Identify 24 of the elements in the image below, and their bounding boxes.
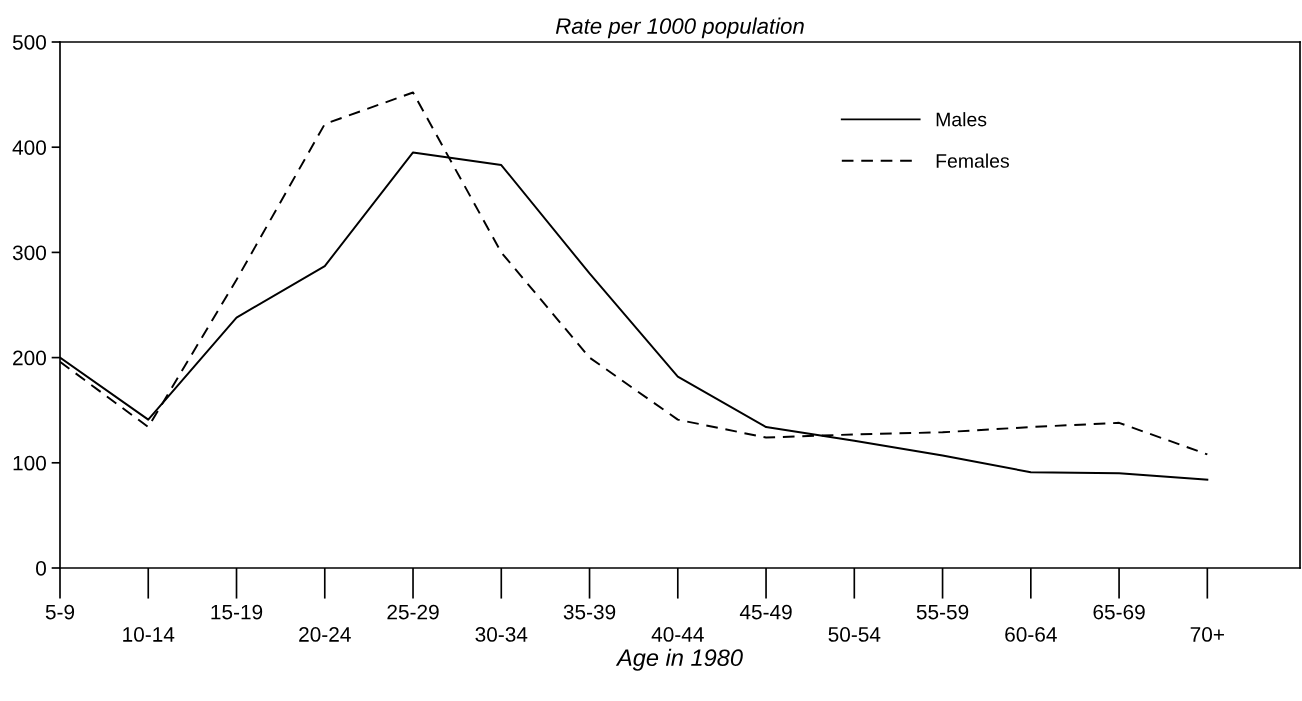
x-tick-label: 15-19 [211,604,263,620]
x-tick-label: 50-54 [828,627,881,642]
x-axis-title: Age in 1980 [615,648,743,671]
x-tick-label: 45-49 [739,604,792,620]
x-tick-label: 20-24 [299,627,351,642]
y-tick-label: 400 [12,140,46,155]
y-tick-label: 300 [12,245,46,261]
x-tick-label: 5-9 [45,604,75,620]
y-tick-label: 500 [12,35,46,50]
x-tick-label: 70+ [1190,627,1224,642]
chart-title: Rate per 1000 population [555,17,804,39]
y-tick-label: 0 [36,561,46,576]
legend-label: Males [936,112,987,127]
x-tick-label: 35-39 [563,604,616,620]
x-tick-label: 60-64 [1005,627,1057,642]
y-tick-label: 200 [13,350,46,366]
x-tick-label: 30-34 [475,627,528,642]
x-tick-label: 40-44 [651,627,704,642]
x-tick-label: 10-14 [123,627,175,642]
y-tick-label: 100 [13,455,46,471]
x-tick-label: 55-59 [916,604,969,620]
x-tick-label: 65-69 [1093,604,1145,620]
x-tick-label: 25-29 [387,604,439,620]
legend-label: Females [936,153,1009,168]
